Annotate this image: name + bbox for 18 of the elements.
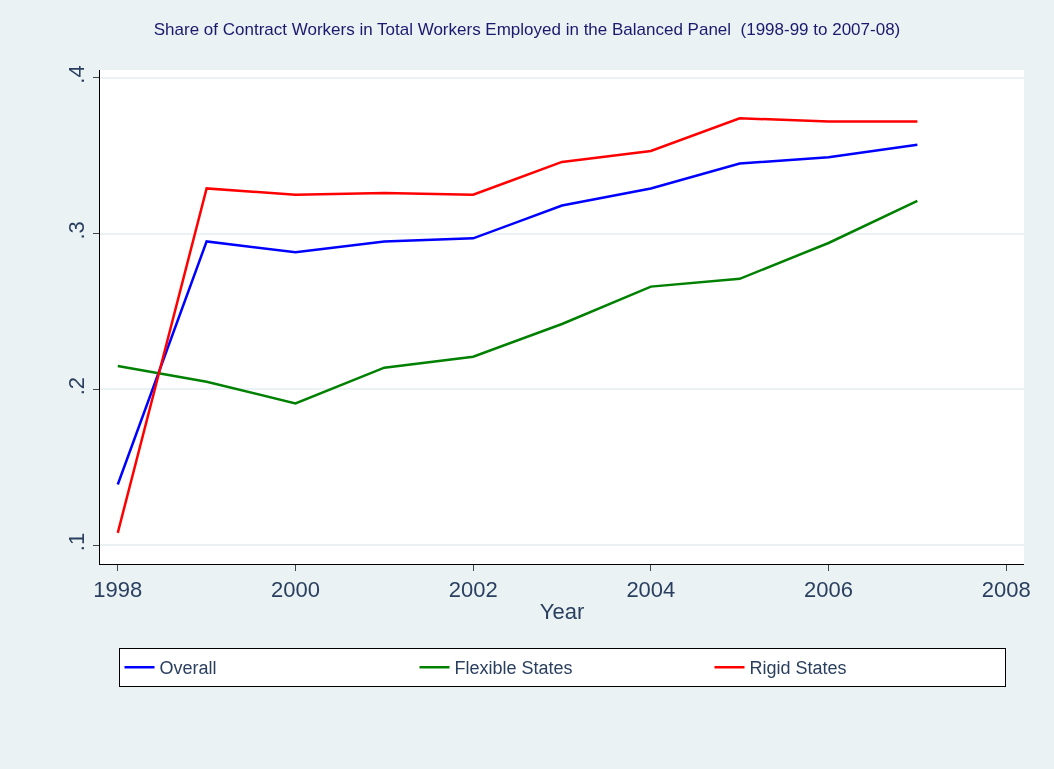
line-series: [116, 199, 919, 405]
x-tick-label: 2002: [448, 577, 498, 603]
y-tick-label: .3: [64, 221, 90, 240]
line-series: [116, 117, 919, 535]
x-tick-label: 2000: [270, 577, 320, 603]
x-tick-label: 2008: [981, 577, 1031, 603]
y-tick-label: .1: [64, 532, 90, 552]
x-tick-label: 2006: [804, 577, 854, 603]
x-tick-label: 2004: [626, 577, 676, 603]
legend-label: Overall: [159, 658, 217, 679]
chart-title: Share of Contract Workers in Total Workers Employed in the Balanced Panel (1998-99 to 2007-08): [153, 19, 901, 39]
y-tick-label: .2: [64, 376, 90, 396]
x-axis-title: Year: [539, 599, 585, 625]
y-tick-label: .4: [64, 65, 90, 84]
x-tick-label: 1998: [93, 577, 143, 603]
legend-label: Flexible States: [454, 658, 573, 679]
legend-label: Rigid States: [749, 658, 847, 679]
line-series: [116, 143, 919, 486]
